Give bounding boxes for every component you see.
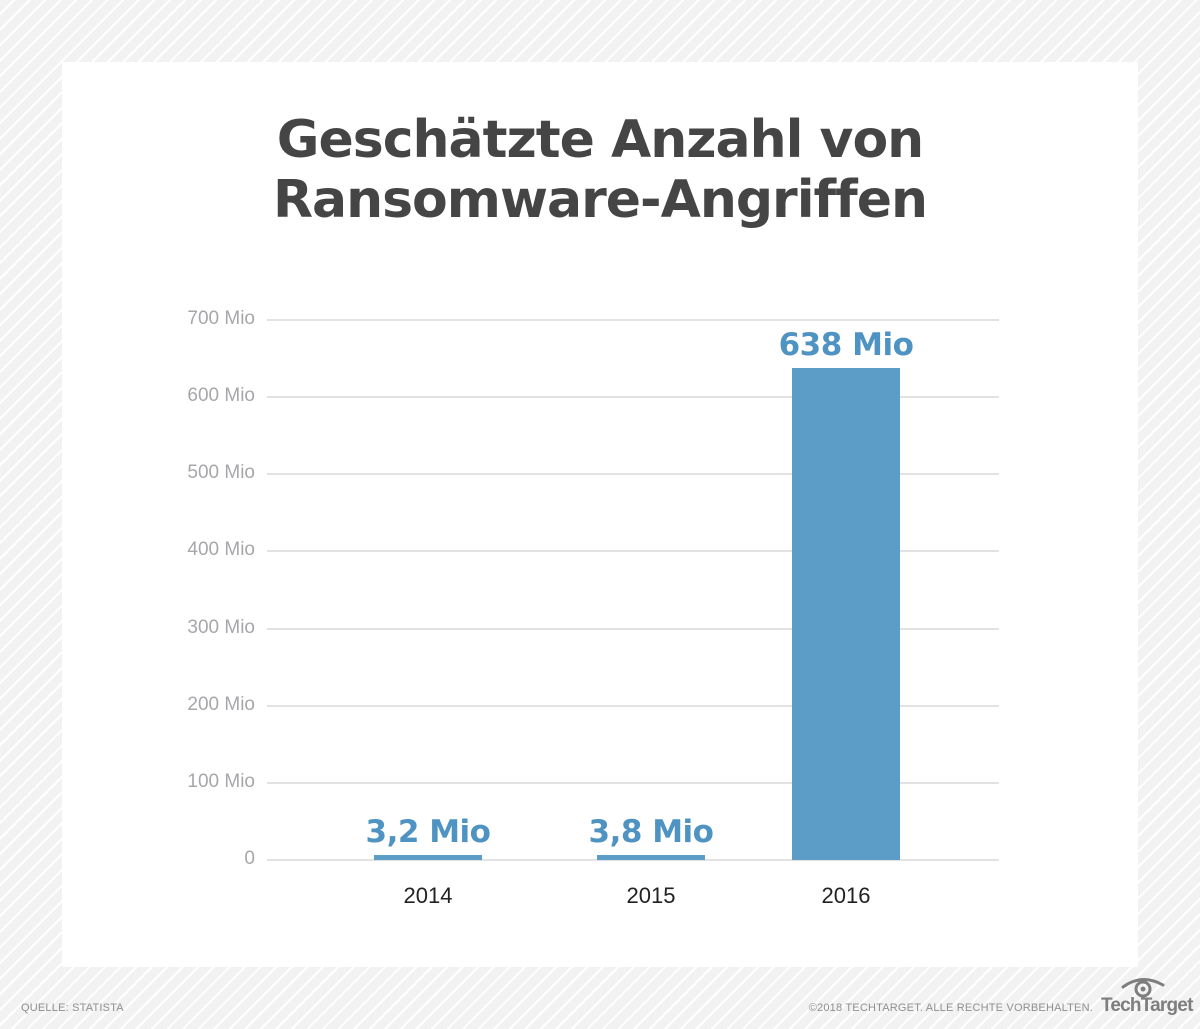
x-axis-tick-label: 2016 — [821, 883, 871, 908]
title-line-2: Ransomware-Angriffen — [272, 170, 928, 230]
gridline — [267, 781, 999, 784]
chart-card: Geschätzte Anzahl von Ransomware-Angriff… — [62, 62, 1138, 967]
y-axis-tick-label: 300 Mio — [187, 616, 255, 638]
source-note: QUELLE: STATISTA — [21, 1002, 124, 1014]
bar-value-label: 3,2 Mio — [365, 814, 491, 850]
gridline — [267, 396, 999, 399]
techtarget-logo: TechTarget — [1101, 975, 1193, 1019]
x-axis-tick-label: 2014 — [403, 883, 453, 908]
y-axis-tick-label: 200 Mio — [187, 693, 255, 715]
y-axis-tick-label: 400 Mio — [187, 539, 255, 561]
y-axis-tick-label: 500 Mio — [187, 462, 255, 484]
eye-icon — [1121, 978, 1165, 998]
chart-title: Geschätzte Anzahl von Ransomware-Angriff… — [62, 110, 1138, 230]
logo-text: TechTarget — [1101, 995, 1193, 1016]
gridline — [267, 704, 999, 707]
bar-2015[interactable] — [597, 855, 705, 860]
y-axis-tick-label: 0 — [244, 848, 255, 869]
bar-value-label: 3,8 Mio — [588, 814, 714, 850]
y-axis-tick-label: 100 Mio — [187, 770, 255, 792]
gridline — [267, 550, 999, 553]
title-line-1: Geschätzte Anzahl von — [276, 110, 924, 170]
gridline — [267, 319, 999, 321]
y-axis-tick-label: 600 Mio — [187, 385, 255, 407]
y-axis-tick-label: 700 Mio — [187, 308, 255, 329]
bar-2016[interactable] — [792, 367, 900, 860]
copyright-note: ©2018 TECHTARGET. ALLE RECHTE VORBEHALTE… — [808, 1002, 1093, 1014]
x-axis-tick-label: 2015 — [626, 883, 676, 908]
gridline — [267, 859, 999, 861]
gridline — [267, 627, 999, 630]
plot-area: 0 100 Mio 200 Mio 300 Mio 400 Mio 500 Mio 600 … — [62, 62, 1138, 967]
bar-value-label: 638 Mio — [778, 326, 914, 363]
gridline — [267, 473, 999, 476]
bar-2014[interactable] — [374, 855, 482, 860]
